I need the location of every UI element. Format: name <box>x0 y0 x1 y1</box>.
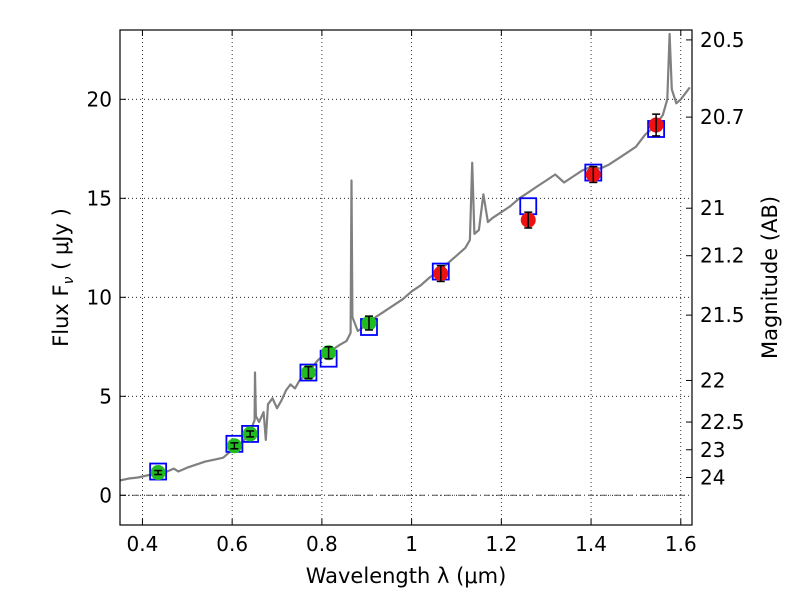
axis-ticks: 0.4 0.6 0.8 1 1.2 1.4 1.6 0 5 10 15 20 20.5 20.7 21 21.… <box>87 28 745 556</box>
y-axis-label-main: Flux F <box>49 284 73 346</box>
model-band-square <box>299 363 318 382</box>
y-axis-label: Flux Fν ( μJy ) <box>49 208 77 347</box>
x-axis-label: Wavelength λ (μm) <box>306 564 507 588</box>
x-tick-label: 0.6 <box>216 532 248 556</box>
spectrum-line <box>120 32 691 482</box>
x-tick-label: 1.2 <box>485 532 517 556</box>
magnitude-tick-label: 21.5 <box>700 303 745 327</box>
magnitude-tick-label: 23 <box>700 438 725 462</box>
photometry-points <box>149 113 666 481</box>
magnitude-tick-label: 20.5 <box>700 28 745 52</box>
x-tick-label: 0.8 <box>306 532 338 556</box>
y-tick-label: 5 <box>99 384 112 408</box>
x-tick-label: 1.4 <box>575 532 607 556</box>
x-tick-label: 1 <box>405 532 418 556</box>
y-tick-label: 0 <box>99 483 112 507</box>
x-tick-label: 1.6 <box>665 532 697 556</box>
magnitude-tick-label: 22 <box>700 368 725 392</box>
magnitude-tick-label: 21 <box>700 196 725 220</box>
magnitude-tick-label: 24 <box>700 465 725 489</box>
magnitude-tick-label: 21.2 <box>700 244 745 268</box>
magnitude-tick-label: 20.7 <box>700 105 745 129</box>
magnitude-axis-label: Magnitude (AB) <box>758 196 782 359</box>
y-axis-label-units: ( μJy ) <box>49 208 73 276</box>
magnitude-tick-label: 22.5 <box>700 410 745 434</box>
y-tick-label: 15 <box>87 186 112 210</box>
model-band-square <box>241 425 260 443</box>
y-tick-label: 10 <box>87 285 112 309</box>
grid-lines <box>120 30 692 525</box>
y-axis-label-sub: ν <box>61 276 77 284</box>
plot-frame <box>119 29 693 526</box>
y-tick-label: 20 <box>87 87 112 111</box>
x-tick-label: 0.4 <box>127 532 159 556</box>
